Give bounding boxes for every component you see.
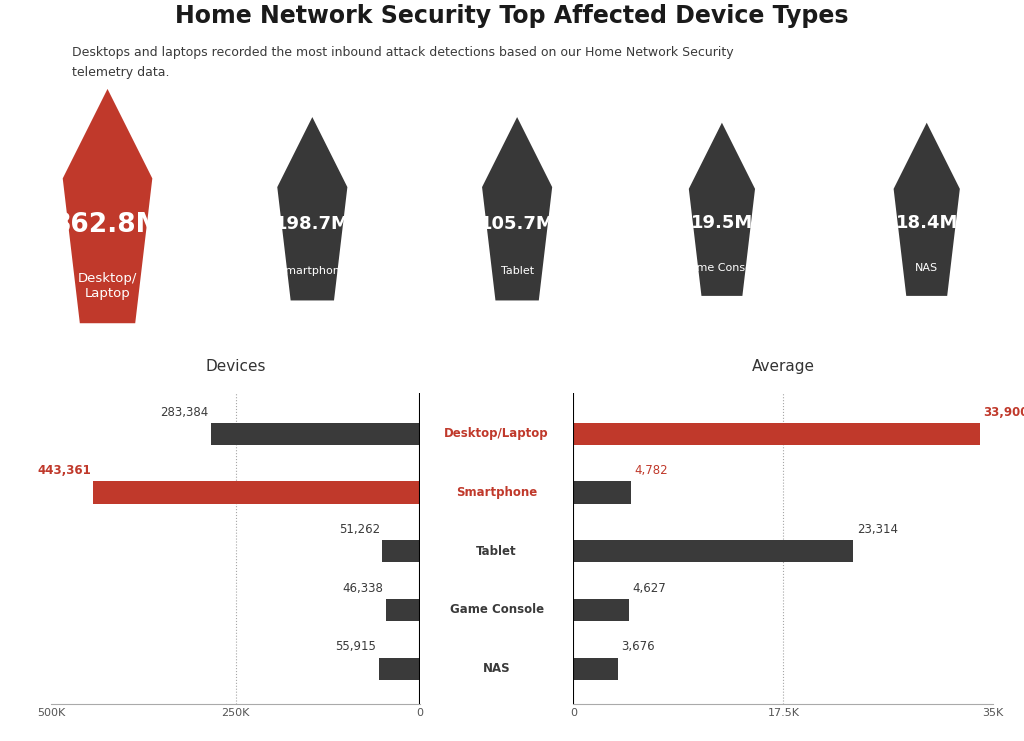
- Bar: [573, 482, 631, 504]
- Text: Tablet: Tablet: [476, 545, 517, 558]
- Text: 3,676: 3,676: [622, 640, 654, 654]
- Bar: [386, 599, 420, 621]
- Bar: [382, 540, 420, 562]
- Text: 55,915: 55,915: [336, 640, 377, 654]
- Text: Smartphone: Smartphone: [278, 266, 347, 276]
- Text: 23,314: 23,314: [857, 523, 898, 536]
- Text: NAS: NAS: [483, 662, 510, 675]
- Text: Game Console: Game Console: [682, 263, 762, 273]
- Polygon shape: [62, 89, 153, 323]
- Text: NAS: NAS: [915, 263, 938, 273]
- Text: 4,782: 4,782: [635, 465, 668, 477]
- Polygon shape: [894, 123, 959, 296]
- Bar: [573, 657, 617, 680]
- Text: 198.7M: 198.7M: [274, 214, 350, 233]
- Polygon shape: [689, 123, 755, 296]
- Text: 46,338: 46,338: [343, 582, 383, 595]
- Text: Desktop/
Laptop: Desktop/ Laptop: [78, 272, 137, 300]
- Text: 19.5M: 19.5M: [691, 214, 753, 232]
- Text: 862.8M: 862.8M: [52, 212, 163, 238]
- Bar: [211, 422, 420, 445]
- Bar: [379, 657, 420, 680]
- Text: 283,384: 283,384: [161, 405, 209, 419]
- Polygon shape: [482, 117, 552, 300]
- Bar: [573, 422, 980, 445]
- Text: 51,262: 51,262: [339, 523, 380, 536]
- Bar: [573, 540, 853, 562]
- Text: 33,900: 33,900: [984, 405, 1024, 419]
- Text: 18.4M: 18.4M: [896, 214, 957, 232]
- Text: 443,361: 443,361: [37, 465, 91, 477]
- Text: Game Console: Game Console: [450, 603, 544, 617]
- Polygon shape: [278, 117, 347, 300]
- Bar: [93, 482, 420, 504]
- Text: Tablet: Tablet: [501, 266, 534, 276]
- Text: Home Network Security Top Affected Device Types: Home Network Security Top Affected Devic…: [175, 4, 849, 28]
- Text: Desktop/Laptop: Desktop/Laptop: [444, 428, 549, 440]
- Text: Smartphone: Smartphone: [456, 486, 538, 499]
- Bar: [573, 599, 629, 621]
- Text: 4,627: 4,627: [633, 582, 667, 595]
- Text: Devices: Devices: [205, 359, 266, 374]
- Text: Desktops and laptops recorded the most inbound attack detections based on our Ho: Desktops and laptops recorded the most i…: [72, 46, 733, 79]
- Text: Average: Average: [752, 359, 815, 374]
- Text: 105.7M: 105.7M: [480, 214, 554, 233]
